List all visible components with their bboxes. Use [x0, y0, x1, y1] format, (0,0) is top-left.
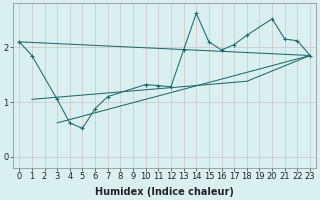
- X-axis label: Humidex (Indice chaleur): Humidex (Indice chaleur): [95, 187, 234, 197]
